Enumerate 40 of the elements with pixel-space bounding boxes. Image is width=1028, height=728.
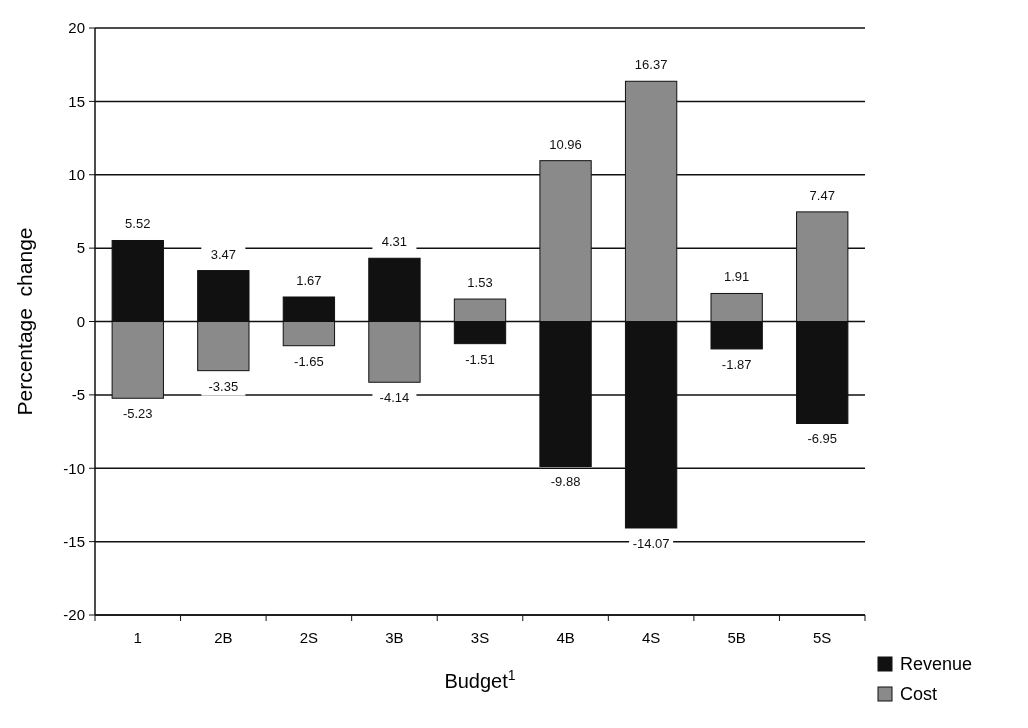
data-label: 1.53: [467, 275, 493, 291]
y-tick-label: -5: [71, 386, 85, 404]
y-axis-title: Percentage change: [13, 227, 36, 416]
data-label: -1.87: [721, 356, 752, 372]
x-tick-label: 2B: [214, 629, 233, 646]
y-tick-label: -10: [63, 459, 85, 477]
y-tick-label: -15: [63, 532, 85, 550]
x-axis-title: Budget$^{1}$: [444, 667, 516, 692]
data-label: -4.14: [379, 390, 410, 406]
x-tick-label: 3B: [385, 629, 404, 646]
data-label: 5.52: [125, 216, 151, 232]
data-label: -9.88: [550, 474, 581, 490]
data-label: 1.91: [724, 269, 750, 285]
x-tick-label: 4B: [556, 629, 575, 646]
y-tick-label: 0: [76, 312, 85, 330]
x-tick-label: 5S: [813, 629, 832, 646]
data-label: -6.95: [807, 431, 838, 447]
x-tick-label: 3S: [470, 629, 490, 646]
data-label: -1.65: [294, 353, 324, 369]
data-label: -1.51: [465, 351, 495, 367]
data-label: 16.37: [634, 57, 668, 73]
x-tick-label: 2S: [299, 629, 319, 646]
data-label: -5.23: [122, 406, 153, 422]
y-tick-label: 10: [68, 166, 85, 183]
legend-label: Cost: [900, 684, 938, 705]
data-label: 10.96: [549, 136, 582, 152]
data-label: 3.47: [210, 246, 236, 262]
y-tick-label: -20: [63, 606, 85, 624]
data-label: 7.47: [809, 187, 835, 203]
x-tick-label: 4S: [641, 629, 661, 646]
data-label: 4.31: [381, 234, 408, 250]
x-tick-label: 5B: [727, 629, 746, 646]
data-label: -3.35: [208, 378, 239, 394]
data-label: -14.07: [632, 535, 670, 551]
data-label: 1.67: [296, 272, 322, 288]
legend-label: Revenue: [900, 654, 973, 675]
y-tick-label: 15: [68, 92, 85, 110]
x-tick-label: 1: [133, 629, 142, 646]
y-tick-label: 20: [68, 19, 85, 37]
y-tick-label: 5: [76, 239, 85, 257]
